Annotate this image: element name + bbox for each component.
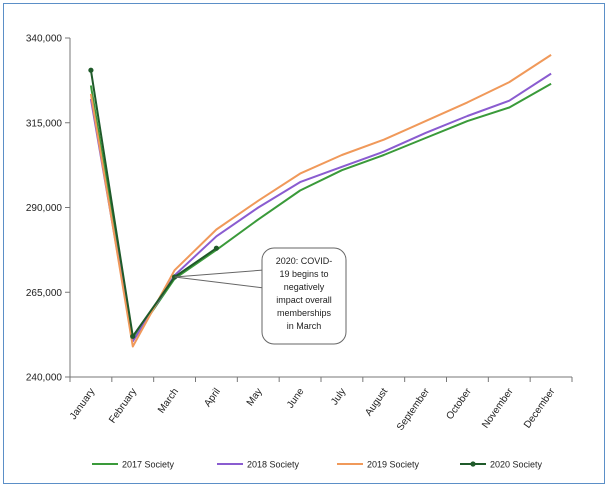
- legend-label: 2018 Society: [247, 460, 300, 470]
- legend-item: 2018 Society: [217, 460, 300, 470]
- y-tick-label: 340,000: [26, 34, 63, 45]
- x-tick-label: March: [156, 386, 181, 415]
- x-tick-label: October: [444, 386, 474, 422]
- x-tick-label: July: [329, 386, 348, 407]
- series-2019-society: [89, 54, 552, 348]
- series-2017-society: [89, 82, 552, 341]
- series-2020-society: [88, 67, 220, 339]
- x-tick-label: January: [68, 386, 97, 421]
- series-line: [89, 82, 552, 341]
- data-point: [130, 333, 136, 339]
- legend-label: 2020 Society: [490, 460, 543, 470]
- callout-joint: [263, 268, 267, 290]
- series-line: [89, 70, 217, 338]
- y-tick-label: 240,000: [26, 373, 63, 384]
- callout-box: [261, 247, 347, 345]
- chart-frame: 240,000 265,000 290,000 315,000 340,000 Janu…: [3, 3, 605, 484]
- data-point: [88, 67, 94, 73]
- x-tick-label: November: [480, 386, 516, 431]
- y-tick-label: 265,000: [26, 288, 63, 299]
- callout-line: impact overall: [276, 295, 332, 305]
- callout-line: negatively: [284, 282, 325, 292]
- data-point: [213, 245, 220, 251]
- x-tick-label: June: [285, 386, 307, 410]
- annotation-callout: 2020: COVID- 19 begins to negatively impact…: [174, 247, 347, 345]
- x-tick-label: May: [245, 386, 265, 408]
- y-tick-label: 315,000: [26, 118, 63, 129]
- legend-item: 2019 Society: [337, 460, 420, 470]
- legend-label: 2019 Society: [367, 460, 420, 470]
- y-ticks: 240,000 265,000 290,000 315,000 340,000: [26, 34, 70, 384]
- legend-label: 2017 Society: [122, 460, 175, 470]
- legend-marker: [470, 461, 476, 467]
- x-tick-label: February: [107, 386, 139, 425]
- series-line: [89, 54, 552, 348]
- x-tick-label: December: [522, 386, 558, 431]
- callout-line: 19 begins to: [279, 269, 328, 279]
- callout-line: 2020: COVID-: [276, 256, 333, 266]
- legend-item: 2020 Society: [460, 460, 543, 470]
- x-tick-label: September: [395, 386, 432, 433]
- x-tick-label: April: [202, 386, 222, 409]
- callout-line: in March: [287, 321, 322, 331]
- x-ticks: January February March April May June July Augu…: [68, 377, 573, 433]
- legend-item: 2017 Society: [92, 460, 175, 470]
- callout-pointer: [174, 269, 265, 289]
- legend: 2017 Society 2018 Society 2019 Society 2020…: [92, 460, 543, 470]
- series-layer: [88, 54, 552, 348]
- y-tick-label: 290,000: [26, 203, 63, 214]
- callout-line: memberships: [277, 308, 332, 318]
- line-chart: 240,000 265,000 290,000 315,000 340,000 Janu…: [26, 34, 573, 470]
- x-tick-label: August: [363, 386, 390, 418]
